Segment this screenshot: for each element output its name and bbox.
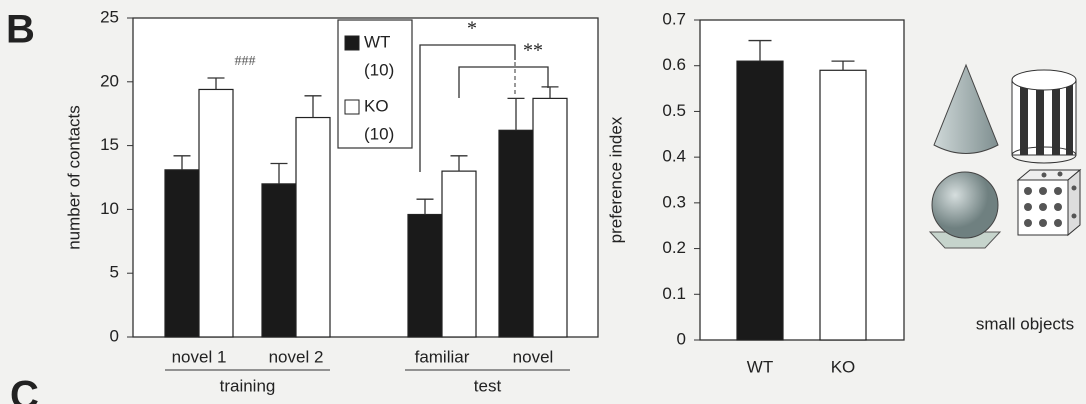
- legend-swatch: [345, 36, 359, 50]
- bar: [165, 170, 199, 337]
- bar: [199, 89, 233, 337]
- bar: [737, 61, 783, 340]
- annotation: ###: [235, 54, 256, 69]
- x-tick-label: KO: [831, 357, 856, 376]
- annotation: *: [467, 18, 477, 40]
- group-label: training: [220, 376, 276, 395]
- y-tick-label: 5: [110, 263, 119, 282]
- bar: [408, 215, 442, 337]
- y-tick-label: 0.3: [662, 192, 686, 211]
- y-tick-label: 0.1: [662, 284, 686, 303]
- bar: [442, 171, 476, 337]
- y-tick-label: 0.5: [662, 101, 686, 120]
- y-tick-label: 15: [100, 135, 119, 154]
- legend-label: (10): [364, 60, 394, 79]
- x-tick-label: WT: [747, 357, 773, 376]
- y-tick-label: 0.2: [662, 238, 686, 257]
- panel-label: B: [6, 8, 35, 52]
- y-tick-label: 0.4: [662, 147, 686, 166]
- bar: [533, 98, 567, 337]
- legend-label: KO: [364, 96, 389, 115]
- legend-label: WT: [364, 32, 390, 51]
- group-label: test: [474, 376, 502, 395]
- y-tick-label: 25: [100, 7, 119, 26]
- y-tick-label: 10: [100, 199, 119, 218]
- x-tick-label: novel 2: [269, 347, 324, 366]
- x-tick-label: novel: [513, 347, 554, 366]
- legend-label: (10): [364, 124, 394, 143]
- x-tick-label: familiar: [415, 347, 470, 366]
- y-tick-label: 0.6: [662, 55, 686, 74]
- y-tick-label: 20: [100, 71, 119, 90]
- x-tick-label: novel 1: [172, 347, 227, 366]
- panel-label: C: [10, 374, 39, 404]
- y-tick-label: 0: [677, 329, 686, 348]
- legend-swatch: [345, 100, 359, 114]
- annotation: **: [523, 40, 543, 62]
- bar: [296, 118, 330, 337]
- y-axis-label: preference index: [606, 116, 625, 243]
- figure: B C small objects 0510152025number: [0, 0, 1086, 404]
- bar: [262, 184, 296, 337]
- plot-frame: [700, 20, 904, 340]
- y-tick-label: 0: [110, 326, 119, 345]
- bar: [499, 130, 533, 337]
- caption: small objects: [976, 314, 1074, 333]
- y-axis-label: number of contacts: [64, 105, 83, 250]
- y-tick-label: 0.7: [662, 9, 686, 28]
- bar: [820, 70, 866, 340]
